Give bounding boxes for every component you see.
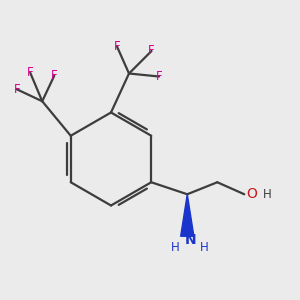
Text: N: N: [184, 233, 196, 247]
Text: H: H: [262, 188, 271, 201]
Text: F: F: [114, 40, 120, 53]
Text: F: F: [14, 83, 20, 96]
Text: H: H: [171, 241, 180, 254]
Text: F: F: [156, 70, 162, 83]
Text: F: F: [27, 66, 34, 79]
Text: O: O: [246, 187, 257, 201]
Text: F: F: [148, 44, 155, 58]
Polygon shape: [181, 194, 194, 236]
Text: F: F: [51, 69, 58, 82]
Text: H: H: [200, 241, 208, 254]
